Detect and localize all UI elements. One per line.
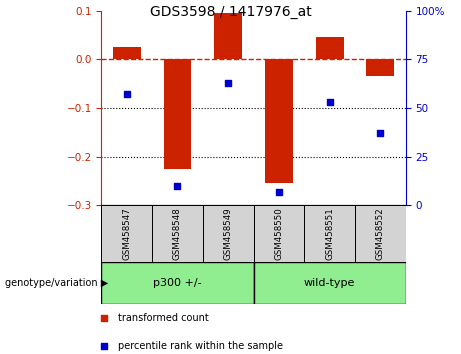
Text: GSM458552: GSM458552 (376, 207, 385, 260)
Text: genotype/variation ▶: genotype/variation ▶ (5, 278, 108, 288)
Bar (152, 205, 203, 262)
Text: GSM458549: GSM458549 (224, 207, 233, 260)
Text: GSM458547: GSM458547 (122, 207, 131, 260)
Text: transformed count: transformed count (118, 313, 209, 323)
Bar (254, 205, 304, 262)
Bar (366, 59, 394, 76)
Bar (101, 205, 152, 262)
Text: GDS3598 / 1417976_at: GDS3598 / 1417976_at (150, 5, 311, 19)
Bar (316, 38, 343, 59)
Bar (304, 205, 355, 262)
Bar (254, 262, 406, 304)
Point (275, 189, 283, 195)
Point (123, 92, 130, 97)
Point (278, 2, 285, 8)
Bar (101, 262, 254, 304)
Point (326, 99, 333, 105)
Bar (214, 13, 242, 59)
Point (377, 131, 384, 136)
Text: wild-type: wild-type (304, 278, 355, 288)
Text: GSM458550: GSM458550 (274, 207, 284, 260)
Bar (203, 205, 254, 262)
Text: GSM458548: GSM458548 (173, 207, 182, 260)
Text: percentile rank within the sample: percentile rank within the sample (118, 341, 283, 350)
Bar (265, 59, 293, 183)
Bar (355, 205, 406, 262)
Text: p300 +/-: p300 +/- (153, 278, 202, 288)
Point (278, 250, 285, 256)
Bar (113, 47, 141, 59)
Point (174, 183, 181, 189)
Point (225, 80, 232, 85)
Bar (164, 59, 191, 169)
Text: GSM458551: GSM458551 (325, 207, 334, 260)
